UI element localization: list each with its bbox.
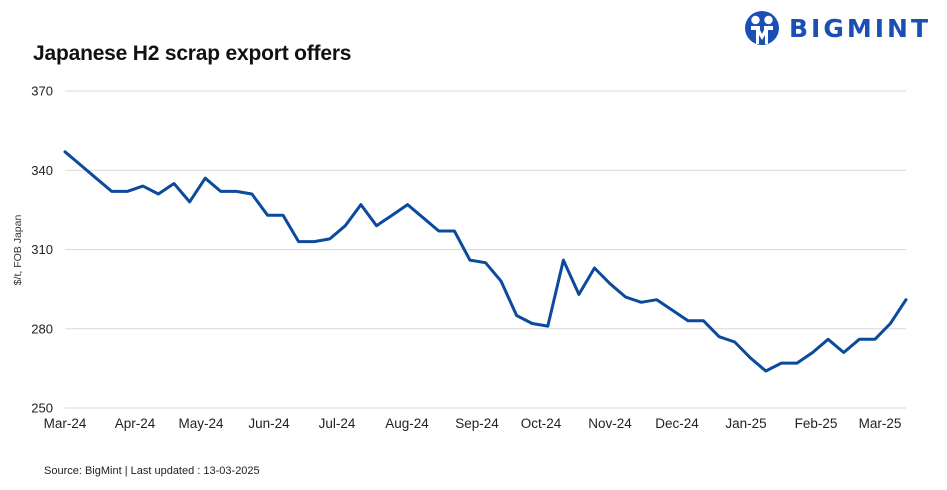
x-tick-label: Dec-24 <box>655 416 699 431</box>
chart-title: Japanese H2 scrap export offers <box>33 42 352 65</box>
x-tick-label: Feb-25 <box>795 416 838 431</box>
source-note: Source: BigMint | Last updated : 13-03-2… <box>44 465 260 477</box>
x-tick-label: Sep-24 <box>455 416 499 431</box>
brand-name: BIGMINT <box>789 13 932 43</box>
x-tick-label: May-24 <box>178 416 224 431</box>
x-tick-label: Jan-25 <box>725 416 766 431</box>
y-tick-label: 250 <box>31 401 53 416</box>
x-tick-label: Aug-24 <box>385 416 429 431</box>
bigmint-logo: BIGMINT <box>744 10 931 46</box>
y-tick-label: 310 <box>31 242 53 257</box>
x-tick-label: Jul-24 <box>319 416 356 431</box>
x-tick-label: Nov-24 <box>588 416 632 431</box>
x-tick-label: Oct-24 <box>521 416 562 431</box>
y-axis-label: $/t, FOB Japan <box>12 215 24 286</box>
y-axis-ticks: 370 340 310 280 250 <box>31 84 53 416</box>
x-tick-label: Apr-24 <box>115 416 156 431</box>
series-line <box>63 150 908 373</box>
bigmint-logo-icon <box>745 11 779 45</box>
gridlines <box>65 90 906 409</box>
x-tick-label: Jun-24 <box>248 416 290 431</box>
x-axis-ticks: Mar-24 Apr-24 May-24 Jun-24 Jul-24 Aug-24 Sep-… <box>44 416 902 431</box>
y-tick-label: 280 <box>31 321 53 336</box>
y-tick-label: 370 <box>31 84 53 99</box>
x-tick-label: Mar-25 <box>859 416 902 431</box>
y-tick-label: 340 <box>31 163 53 178</box>
x-tick-label: Mar-24 <box>44 416 87 431</box>
